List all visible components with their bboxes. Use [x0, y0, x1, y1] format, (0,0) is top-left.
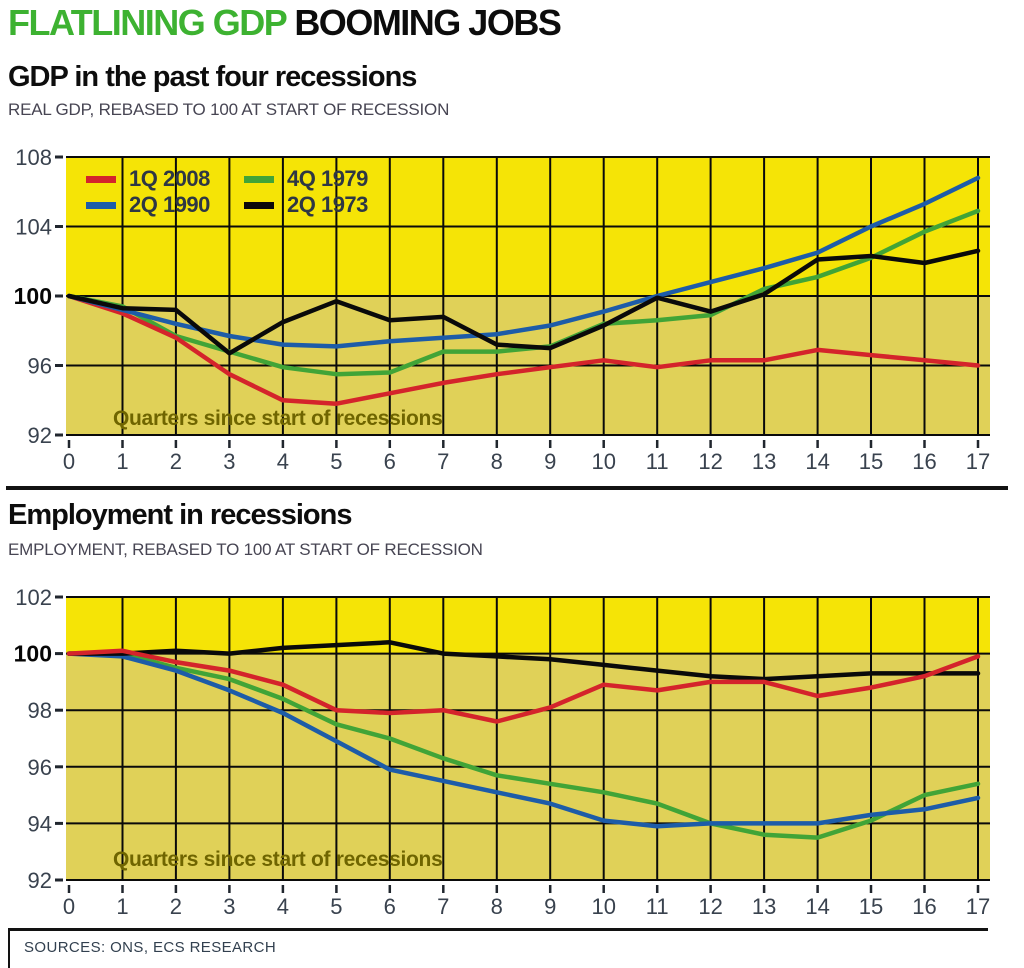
x-tick-label: 1 — [116, 894, 128, 919]
x-tick-label: 5 — [330, 449, 342, 474]
y-axis: 92 94 96 98 100 102 — [14, 585, 63, 893]
series-line-2q-1973 — [66, 248, 981, 356]
x-tick-label: 14 — [805, 449, 829, 474]
x-tick-label: 17 — [966, 449, 990, 474]
x-tick-label: 13 — [752, 449, 776, 474]
x-tick-label: 15 — [859, 449, 883, 474]
y-tick-label: 92 — [28, 423, 52, 448]
x-tick-label: 11 — [646, 449, 669, 474]
y-tick-label: 100 — [14, 641, 52, 667]
x-tick-label: 6 — [384, 894, 396, 919]
x-axis: 0 1 2 3 4 5 6 7 8 9 10 11 12 13 14 15 16 17 — [63, 885, 990, 919]
x-tick-label: 9 — [544, 894, 556, 919]
x-tick-label: 17 — [966, 894, 990, 919]
legend-swatch-black — [244, 201, 274, 209]
title-booming-jobs: BOOMING JOBS — [294, 2, 562, 43]
gdp-chart-subtitle: REAL GDP, REBASED TO 100 AT START OF REC… — [8, 100, 450, 119]
y-tick-label: 92 — [28, 868, 52, 893]
series-line-2q-1990 — [66, 651, 981, 829]
x-tick-label: 8 — [491, 894, 503, 919]
legend-label: 2Q 1973 — [287, 192, 368, 217]
legend-label: 4Q 1979 — [287, 166, 368, 191]
gridlines — [66, 156, 990, 436]
employment-x-axis-note: Quarters since start of recessions — [113, 848, 443, 871]
x-tick-label: 3 — [223, 449, 235, 474]
band-above-100 — [66, 597, 990, 654]
x-tick-label: 11 — [646, 894, 669, 919]
x-tick-label: 7 — [437, 449, 449, 474]
gdp-chart-title: GDP in the past four recessions — [8, 61, 417, 93]
sources-text: SOURCES: ONS, ECS RESEARCH — [24, 939, 277, 956]
legend-label: 2Q 1990 — [129, 192, 210, 217]
y-tick-label: 96 — [28, 755, 52, 780]
x-tick-label: 16 — [912, 449, 936, 474]
employment-chart-subtitle: EMPLOYMENT, REBASED TO 100 AT START OF R… — [8, 540, 483, 559]
x-tick-label: 15 — [859, 894, 883, 919]
y-tick-label: 98 — [28, 698, 52, 723]
legend-swatch-red — [86, 175, 116, 183]
section-divider — [6, 486, 1008, 490]
y-tick-label: 102 — [15, 585, 52, 610]
x-tick-label: 5 — [330, 894, 342, 919]
y-tick-label: 94 — [28, 811, 52, 836]
x-tick-label: 0 — [63, 894, 75, 919]
y-axis: 92 96 100 104 108 — [14, 145, 63, 448]
series-line-4q-1979 — [66, 651, 981, 840]
x-tick-label: 2 — [170, 449, 182, 474]
x-tick-label: 14 — [805, 894, 829, 919]
title-flatlining-gdp: FLATLINING GDP — [8, 2, 288, 43]
gdp-x-axis-note: Quarters since start of recessions — [113, 407, 443, 430]
x-tick-label: 8 — [491, 449, 503, 474]
legend-swatch-green — [244, 175, 274, 183]
x-tick-label: 12 — [698, 449, 722, 474]
x-tick-label: 13 — [752, 894, 776, 919]
x-tick-label: 3 — [223, 894, 235, 919]
x-tick-label: 10 — [591, 894, 615, 919]
legend-item-1q-2008: 1Q 2008 — [86, 166, 244, 192]
legend-item-2q-1990: 2Q 1990 — [86, 192, 244, 218]
x-tick-label: 1 — [116, 449, 128, 474]
legend-swatch-blue — [86, 201, 116, 209]
x-tick-label: 6 — [384, 449, 396, 474]
y-tick-label: 100 — [14, 283, 52, 309]
legend-item-4q-1979: 4Q 1979 — [244, 166, 368, 192]
x-tick-label: 2 — [170, 894, 182, 919]
x-axis: 0 1 2 3 4 5 6 7 8 9 10 11 12 13 14 15 16 17 — [63, 440, 990, 474]
x-tick-label: 10 — [591, 449, 615, 474]
series-line-1q-2008 — [66, 648, 981, 724]
x-tick-label: 9 — [544, 449, 556, 474]
sources-box: SOURCES: ONS, ECS RESEARCH — [8, 928, 988, 968]
series-line-1q-2008 — [66, 293, 981, 406]
y-tick-label: 104 — [15, 215, 52, 240]
series-line-2q-1973 — [66, 640, 981, 682]
x-tick-label: 12 — [698, 894, 722, 919]
x-tick-label: 4 — [277, 449, 289, 474]
legend-label: 1Q 2008 — [129, 166, 210, 191]
x-tick-label: 0 — [63, 449, 75, 474]
employment-chart-title: Employment in recessions — [8, 499, 352, 531]
x-tick-label: 7 — [437, 894, 449, 919]
x-tick-label: 4 — [277, 894, 289, 919]
series-line-2q-1990 — [66, 175, 981, 349]
page-title: FLATLINING GDP BOOMING JOBS — [8, 2, 562, 44]
y-tick-label: 96 — [28, 354, 52, 379]
y-tick-label: 108 — [15, 145, 52, 170]
legend: 1Q 2008 4Q 1979 2Q 1990 2Q 1973 — [86, 166, 368, 218]
x-tick-label: 16 — [912, 894, 936, 919]
legend-item-2q-1973: 2Q 1973 — [244, 192, 368, 218]
series-line-4q-1979 — [66, 208, 981, 377]
